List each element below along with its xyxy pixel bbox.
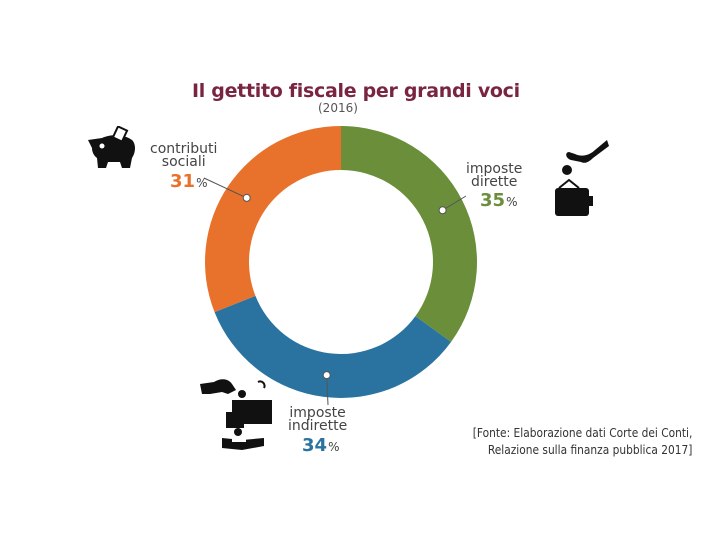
slice-imposte-dirette [341, 126, 477, 342]
chart-title: Il gettito fiscale per grandi voci [192, 80, 520, 102]
leader-dot [438, 206, 447, 215]
value-number: 31 [170, 171, 196, 192]
slice-imposte-indirette [214, 295, 452, 399]
source-line: Relazione sulla finanza pubblica 2017] [487, 442, 692, 457]
slice-contributi-sociali [204, 126, 341, 313]
value-unit: % [328, 440, 340, 454]
value-number: 35 [480, 190, 506, 211]
label-line: contributi [150, 141, 218, 157]
leader-line [326, 375, 329, 406]
leader-dot [242, 193, 251, 202]
leader-dot [322, 371, 331, 380]
label-line: imposte [466, 161, 523, 177]
value-unit: % [506, 195, 518, 209]
label-line: imposte [289, 405, 346, 421]
value-contributi-sociali: 31% [170, 171, 207, 192]
label-line: sociali [161, 154, 206, 170]
label-imposte-indirette: imposte indirette [288, 405, 348, 434]
piggy-bank-icon [88, 126, 135, 168]
value-unit: % [196, 176, 208, 190]
source-note: [Fonte: Elaborazione dati Corte dei Cont… [472, 424, 692, 458]
chart-subtitle: (2016) [318, 101, 358, 115]
value-number: 34 [302, 435, 328, 456]
leader-line [442, 195, 467, 211]
source-line: [Fonte: Elaborazione dati Corte dei Cont… [472, 425, 692, 440]
label-contributi-sociali: contributi sociali [150, 141, 218, 170]
value-imposte-indirette: 34% [302, 435, 339, 456]
leader-line [203, 177, 247, 199]
label-line: indirette [288, 418, 348, 434]
value-imposte-dirette: 35% [480, 190, 517, 211]
hand-coin-wallet-icon [555, 140, 609, 216]
label-line: dirette [470, 174, 518, 190]
hand-coin-register-icon [200, 379, 272, 450]
label-imposte-dirette: imposte dirette [466, 161, 523, 190]
